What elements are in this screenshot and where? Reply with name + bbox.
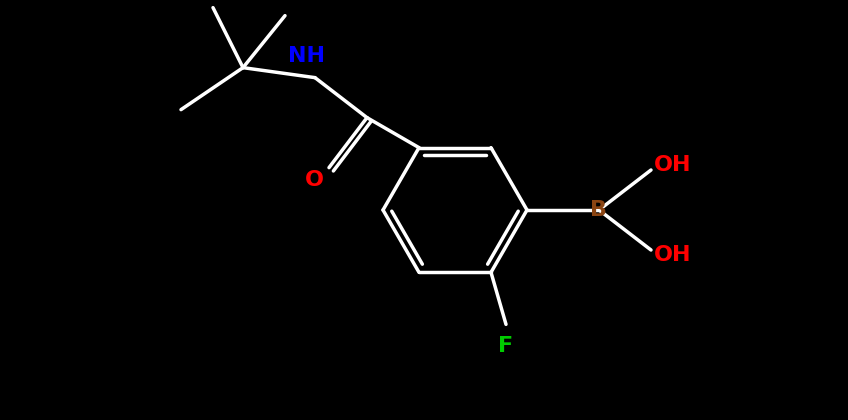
Text: OH: OH [655, 245, 692, 265]
Text: OH: OH [655, 155, 692, 175]
Text: O: O [304, 170, 323, 190]
Text: B: B [590, 200, 607, 220]
Text: NH: NH [288, 46, 326, 66]
Text: F: F [499, 336, 514, 356]
